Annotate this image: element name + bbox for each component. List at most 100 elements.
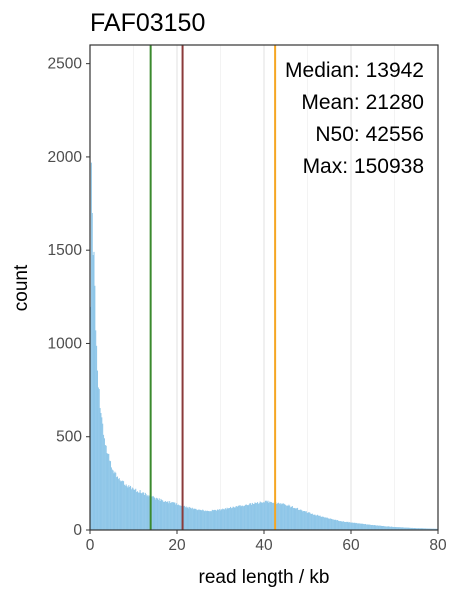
histogram-bar	[386, 526, 388, 530]
histogram-bar	[133, 489, 135, 530]
histogram-bar	[163, 501, 165, 530]
histogram-bar	[315, 515, 317, 530]
histogram-bar	[367, 524, 369, 530]
histogram-bar	[321, 516, 323, 530]
histogram-bar	[118, 478, 120, 530]
histogram-bar	[262, 502, 264, 530]
histogram-bar	[235, 506, 237, 530]
histogram-bar	[243, 506, 245, 530]
histogram-bar	[239, 505, 241, 530]
histogram-bar	[389, 526, 391, 530]
histogram-bar	[318, 515, 320, 530]
summary-vertical-lines	[149, 45, 277, 530]
n50-value: 42556	[366, 123, 424, 146]
histogram-bar	[245, 504, 247, 530]
histogram-bar	[411, 527, 413, 530]
histogram-bar	[379, 525, 381, 530]
median-value: 13942	[366, 59, 424, 82]
histogram-bar	[241, 505, 243, 530]
histogram-bar	[323, 516, 325, 530]
histogram-bar	[250, 503, 252, 530]
histogram-bar	[92, 255, 94, 530]
histogram-bar	[268, 502, 270, 530]
histogram-bar	[122, 480, 124, 530]
histogram-bar	[319, 515, 321, 530]
histogram-bar	[306, 512, 308, 530]
histogram-bar	[317, 515, 319, 530]
histogram-bar	[417, 528, 420, 530]
histogram-bar	[259, 501, 261, 530]
histogram-bar	[290, 507, 292, 530]
histogram-bar	[139, 490, 141, 530]
histogram-bar	[252, 503, 254, 530]
histogram-bar	[103, 438, 105, 530]
histogram-bar	[104, 445, 106, 530]
histogram-bar	[351, 522, 353, 530]
histogram-bar	[370, 524, 372, 530]
histogram-bar	[230, 508, 232, 530]
histogram-bar	[410, 527, 412, 530]
histogram-bar	[237, 505, 239, 530]
histogram-bar	[211, 509, 213, 530]
histogram-bar	[282, 503, 284, 530]
histogram-bar	[206, 510, 208, 530]
histogram-bar	[201, 510, 203, 530]
histogram-bar	[411, 527, 413, 530]
histogram-bar	[420, 528, 422, 530]
histogram-bar	[310, 513, 312, 530]
histogram-bar	[424, 528, 426, 530]
histogram-bar	[132, 488, 134, 530]
histogram-bar	[197, 509, 199, 530]
histogram-bar	[105, 445, 107, 530]
histogram-bar	[237, 506, 239, 530]
histogram-bar	[397, 527, 399, 530]
histogram-bar	[276, 503, 278, 530]
histogram-bar	[101, 417, 103, 530]
histogram-bar	[377, 525, 379, 530]
histogram-bar	[110, 467, 112, 530]
histogram-bar	[171, 502, 173, 530]
histogram-bar	[423, 528, 425, 530]
histogram-bar	[190, 507, 192, 530]
histogram-bar	[226, 507, 228, 530]
histogram-bar	[382, 526, 384, 530]
max-value: 150938	[354, 155, 424, 178]
histogram-bar	[177, 504, 179, 530]
histogram-bar	[372, 525, 374, 530]
histogram-bar	[207, 510, 209, 530]
histogram-bar	[187, 506, 189, 530]
histogram-bar	[258, 503, 260, 530]
histogram-bar	[295, 508, 297, 530]
x-axis-ticks: 0 20 40 60 80	[86, 530, 447, 554]
histogram-bar	[328, 518, 330, 530]
histogram-bar	[119, 480, 121, 530]
histogram-bar	[376, 525, 378, 530]
histogram-bar	[156, 498, 159, 530]
histogram-bar	[230, 506, 232, 530]
histogram-bar	[195, 508, 197, 530]
histogram-bar	[360, 523, 362, 530]
histogram-bar	[368, 524, 370, 530]
histogram-bar	[335, 519, 337, 530]
histogram-bar	[247, 505, 249, 530]
histogram-bar	[290, 506, 292, 530]
histogram-bar	[217, 510, 219, 530]
histogram-bar	[313, 514, 315, 530]
histogram-bar	[311, 513, 313, 530]
histogram-bar	[255, 502, 257, 530]
histogram-bar	[364, 523, 366, 530]
histogram-bar	[210, 511, 212, 530]
histogram-bar	[403, 527, 405, 530]
histogram-bar	[363, 523, 365, 530]
histogram-bar	[392, 526, 394, 530]
histogram-bar	[305, 511, 307, 530]
histogram-bar	[269, 501, 271, 530]
histogram-bar	[330, 518, 333, 530]
histogram-bar	[285, 505, 287, 530]
histogram-bar	[246, 505, 248, 530]
histogram-bar	[183, 505, 185, 530]
histogram-bar	[196, 509, 198, 530]
histogram-bar	[127, 487, 129, 530]
histogram-bar	[419, 528, 421, 530]
histogram-bar	[352, 522, 354, 530]
